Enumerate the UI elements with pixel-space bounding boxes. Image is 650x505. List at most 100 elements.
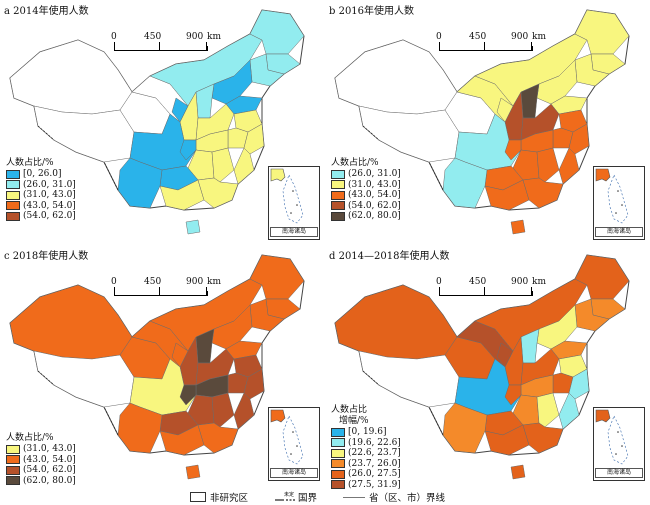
- legend-label: (31.0, 43.0]: [23, 190, 76, 201]
- region-beijing-hebei: [536, 304, 578, 350]
- scale-zero: 0: [111, 277, 117, 287]
- map-panel-a: a 2014年使用人数 0 450 900 km 人数占比/% [0, 26.0] (…: [0, 0, 325, 245]
- legend-label: (19.6, 22.6]: [348, 437, 401, 448]
- non-study-legend-item: 非研究区: [190, 490, 248, 504]
- legend-swatch: [6, 180, 20, 190]
- region-chongqing: [504, 384, 522, 406]
- legend-swatch: [331, 180, 345, 190]
- legend-label: (31.0, 43.0]: [23, 444, 76, 455]
- region-yunnan: [442, 402, 488, 454]
- legend-label: (54.0, 62.0]: [23, 465, 76, 476]
- region-yunnan: [117, 157, 163, 209]
- region-hainan: [510, 219, 526, 235]
- panel-title: b 2016年使用人数: [329, 6, 415, 17]
- provincial-border-symbol: [343, 496, 366, 498]
- provincial-border-legend-item: 省（区、市）界线: [343, 490, 445, 504]
- region-jiangxi: [536, 147, 560, 183]
- region-jiangxi: [211, 392, 235, 428]
- legend-label: (62.0, 80.0]: [23, 475, 76, 486]
- legend-label: (26.0, 31.0]: [23, 179, 76, 190]
- legend: 人数占比 增幅/% [0, 19.6] (19.6, 22.6] (22.6, …: [331, 405, 401, 490]
- legend-title: 人数占比/%: [6, 433, 54, 443]
- scale-unit: km: [207, 32, 221, 42]
- region-yunnan: [117, 402, 163, 454]
- inset-caption: 南海诸岛: [270, 227, 318, 237]
- region-yunnan: [442, 157, 488, 209]
- region-heilongjiang: [574, 254, 630, 300]
- region-heilongjiang: [249, 9, 305, 55]
- legend-label: (43.0, 54.0]: [348, 190, 401, 201]
- scale-zero: 0: [436, 277, 442, 287]
- legend-swatch: [331, 169, 345, 179]
- region-guangdong: [197, 422, 239, 454]
- scale-max: 900: [186, 277, 204, 287]
- legend-label: (54.0, 62.0]: [23, 211, 76, 222]
- region-jiangxi: [536, 392, 560, 428]
- scale-zero: 0: [436, 32, 442, 42]
- undetermined-border: [37, 370, 119, 436]
- legend-swatch: [6, 465, 20, 475]
- legend-swatch: [6, 190, 20, 200]
- scale-max: 900: [511, 32, 529, 42]
- scale-bar: 0 450 900 km: [433, 277, 563, 299]
- legend-label: (26.0, 31.0]: [348, 169, 401, 180]
- scale-mid: 450: [469, 277, 487, 287]
- legend-swatch: [331, 480, 345, 490]
- national-border-legend-item: 未定 国界: [274, 490, 317, 504]
- china-map-d: [334, 254, 630, 480]
- legend-swatch: [331, 427, 345, 437]
- legend-label: (43.0, 54.0]: [23, 200, 76, 211]
- legend: 人数占比/% [0, 26.0] (26.0, 31.0] (31.0, 43.…: [6, 158, 76, 222]
- national-border-label: 国界: [298, 493, 318, 504]
- legend-label: (31.0, 43.0]: [348, 179, 401, 190]
- region-fujian: [233, 147, 255, 185]
- region-fujian: [233, 392, 255, 430]
- scale-bar: 0 450 900 km: [433, 32, 563, 54]
- legend-swatch: [6, 444, 20, 454]
- legend-title: 人数占比: [331, 405, 368, 415]
- legend-swatch: [6, 201, 20, 211]
- non-study-swatch: [190, 492, 206, 502]
- legend-swatch: [6, 211, 20, 221]
- undetermined-border: [362, 125, 444, 191]
- legend-label: (62.0, 80.0]: [348, 211, 401, 222]
- inset-caption: 南海诸岛: [595, 468, 643, 478]
- region-tibet: [358, 350, 460, 408]
- legend-label: (43.0, 54.0]: [23, 454, 76, 465]
- china-map-c: [9, 254, 305, 480]
- legend: 人数占比/% (26.0, 31.0] (31.0, 43.0] (43.0, …: [331, 158, 401, 222]
- legend-swatch: [6, 169, 20, 179]
- china-map-a: [9, 9, 305, 235]
- legend-title: 人数占比/%: [331, 158, 379, 168]
- region-guangdong: [522, 422, 564, 454]
- legend-label: [0, 26.0]: [23, 169, 62, 180]
- china-map-b: [334, 9, 630, 235]
- scale-mid: 450: [469, 32, 487, 42]
- region-hainan: [510, 464, 526, 480]
- map-panel-c: c 2018年使用人数 0 450 900 km 人数占比/% (31.0, 43.0…: [0, 245, 325, 490]
- legend-swatch: [331, 459, 345, 469]
- region-guangdong: [197, 177, 239, 209]
- region-jiangxi: [211, 147, 235, 183]
- map-panel-d: d 2014—2018年使用人数 0 450 900 km 人数占比 增幅/% [0,…: [325, 245, 650, 490]
- undetermined-border: [362, 370, 444, 436]
- region-heilongjiang: [574, 9, 630, 55]
- legend-label: (54.0, 62.0]: [348, 200, 401, 211]
- region-zhejiang: [243, 123, 265, 155]
- region-tibet: [33, 350, 135, 408]
- undetermined-border: [37, 125, 119, 191]
- legend-swatch: [6, 455, 20, 465]
- region-guangdong: [522, 177, 564, 209]
- legend-label: (23.7, 26.0]: [348, 458, 401, 469]
- map-symbol-legend: 非研究区 未定 国界 省（区、市）界线: [190, 490, 471, 504]
- national-border-symbol: 未定: [274, 491, 296, 501]
- region-beijing-hebei: [211, 59, 253, 105]
- region-hainan: [185, 464, 201, 480]
- border-mark-label: 未定: [284, 491, 294, 498]
- legend-swatch: [331, 438, 345, 448]
- scale-unit: km: [532, 32, 546, 42]
- inset-caption: 南海诸岛: [595, 227, 643, 237]
- south-china-sea-inset: 南海诸岛: [268, 407, 320, 481]
- scale-zero: 0: [111, 32, 117, 42]
- south-china-sea-inset: 南海诸岛: [268, 166, 320, 240]
